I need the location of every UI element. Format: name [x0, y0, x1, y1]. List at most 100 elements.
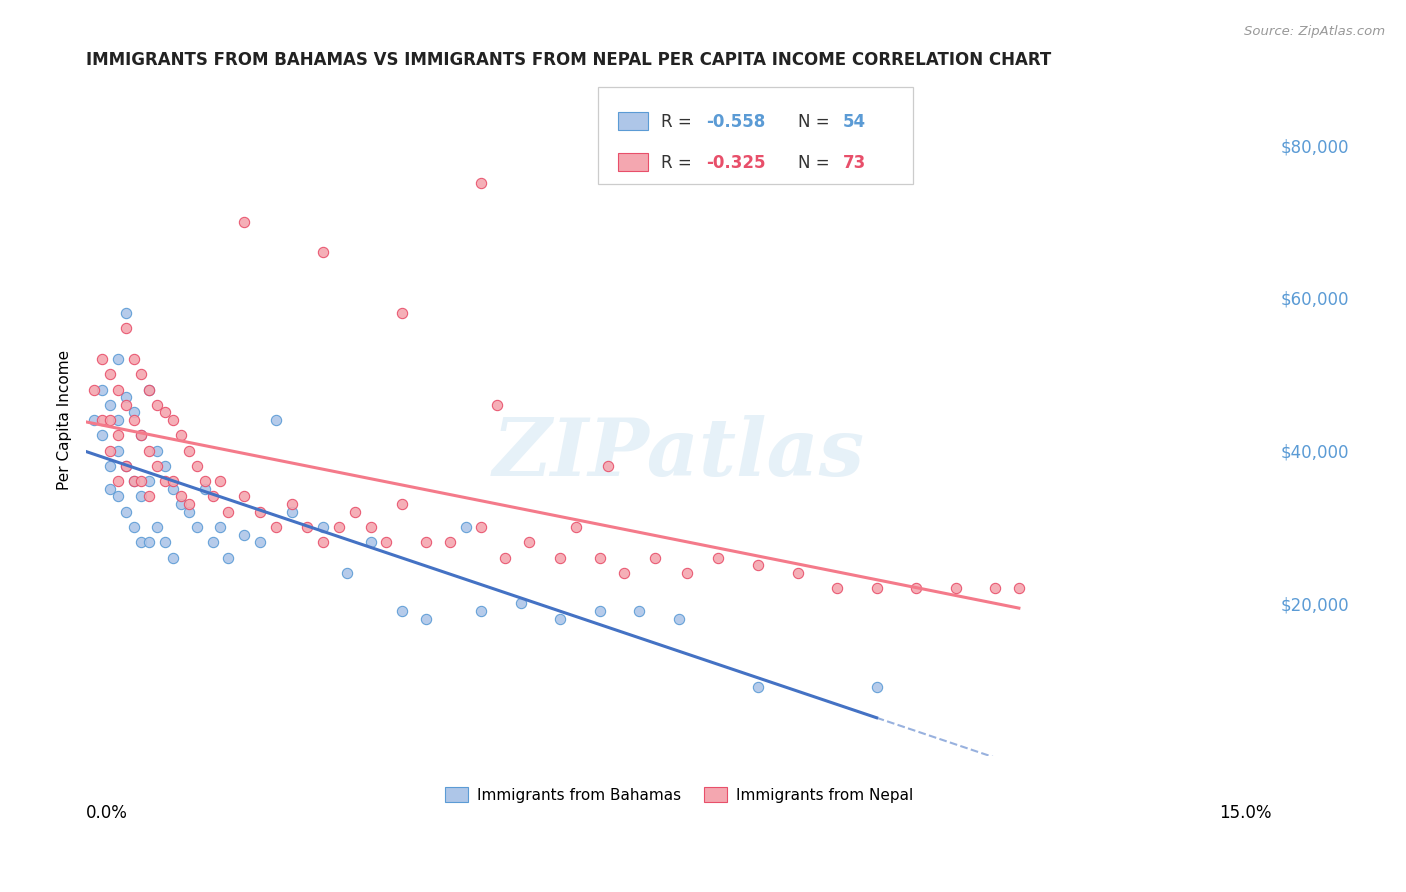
Point: [131, 535, 153, 549]
Point: [264, 520, 287, 534]
Y-axis label: Per Capita Income: Per Capita Income: [58, 350, 72, 490]
Point: [613, 566, 636, 580]
Point: [138, 383, 160, 397]
Point: [98, 413, 121, 427]
Point: [747, 681, 769, 695]
Point: [415, 535, 437, 549]
Point: [122, 474, 145, 488]
Point: [83, 383, 105, 397]
Point: [825, 581, 848, 595]
Point: [509, 596, 531, 610]
Point: [312, 520, 335, 534]
Text: 54: 54: [842, 113, 866, 131]
Point: [122, 351, 145, 366]
Point: [114, 458, 136, 473]
Point: [138, 535, 160, 549]
Text: ZIPatlas: ZIPatlas: [494, 415, 865, 492]
Point: [201, 535, 224, 549]
Point: [550, 550, 572, 565]
Point: [107, 413, 129, 427]
Point: [280, 505, 302, 519]
Point: [162, 474, 184, 488]
Text: R =: R =: [661, 113, 697, 131]
Point: [644, 550, 666, 565]
Point: [628, 604, 651, 618]
Point: [90, 428, 112, 442]
Point: [454, 520, 477, 534]
Point: [114, 505, 136, 519]
Point: [233, 214, 256, 228]
Text: 0.0%: 0.0%: [86, 805, 128, 822]
Point: [470, 520, 492, 534]
Bar: [619, 112, 648, 130]
Point: [170, 497, 193, 511]
Point: [153, 405, 176, 419]
Point: [107, 443, 129, 458]
Point: [114, 306, 136, 320]
Text: -0.325: -0.325: [706, 153, 766, 172]
Point: [194, 482, 217, 496]
Point: [131, 428, 153, 442]
Text: N =: N =: [797, 153, 834, 172]
Point: [360, 535, 382, 549]
Point: [98, 482, 121, 496]
Point: [138, 474, 160, 488]
Point: [153, 535, 176, 549]
Point: [589, 550, 612, 565]
Point: [1008, 581, 1031, 595]
Point: [107, 490, 129, 504]
Text: IMMIGRANTS FROM BAHAMAS VS IMMIGRANTS FROM NEPAL PER CAPITA INCOME CORRELATION C: IMMIGRANTS FROM BAHAMAS VS IMMIGRANTS FR…: [86, 51, 1052, 69]
Point: [249, 535, 271, 549]
Point: [676, 566, 699, 580]
Point: [162, 413, 184, 427]
Point: [186, 458, 208, 473]
Point: [249, 505, 271, 519]
Point: [565, 520, 588, 534]
Point: [312, 245, 335, 260]
Point: [177, 505, 200, 519]
Point: [865, 681, 887, 695]
Point: [280, 497, 302, 511]
Text: N =: N =: [797, 113, 834, 131]
Point: [131, 368, 153, 382]
Point: [905, 581, 928, 595]
Point: [517, 535, 540, 549]
Point: [945, 581, 967, 595]
Point: [170, 490, 193, 504]
FancyBboxPatch shape: [599, 87, 912, 185]
Point: [707, 550, 730, 565]
Point: [138, 383, 160, 397]
Point: [201, 490, 224, 504]
Point: [122, 520, 145, 534]
Text: 73: 73: [842, 153, 866, 172]
Point: [194, 474, 217, 488]
Point: [209, 474, 232, 488]
Point: [297, 520, 319, 534]
Text: Source: ZipAtlas.com: Source: ZipAtlas.com: [1244, 25, 1385, 38]
Point: [336, 566, 359, 580]
Point: [984, 581, 1007, 595]
Point: [90, 413, 112, 427]
Point: [114, 398, 136, 412]
Point: [98, 368, 121, 382]
Point: [98, 443, 121, 458]
Point: [375, 535, 398, 549]
Point: [153, 458, 176, 473]
Point: [107, 428, 129, 442]
Point: [786, 566, 808, 580]
Point: [589, 604, 612, 618]
Legend: Immigrants from Bahamas, Immigrants from Nepal: Immigrants from Bahamas, Immigrants from…: [439, 780, 920, 809]
Point: [747, 558, 769, 573]
Point: [470, 604, 492, 618]
Point: [90, 351, 112, 366]
Point: [146, 520, 169, 534]
Point: [486, 398, 509, 412]
Point: [470, 177, 492, 191]
Point: [138, 490, 160, 504]
Point: [122, 413, 145, 427]
Point: [90, 383, 112, 397]
Point: [217, 550, 239, 565]
Point: [343, 505, 366, 519]
Point: [360, 520, 382, 534]
Text: 15.0%: 15.0%: [1219, 805, 1272, 822]
